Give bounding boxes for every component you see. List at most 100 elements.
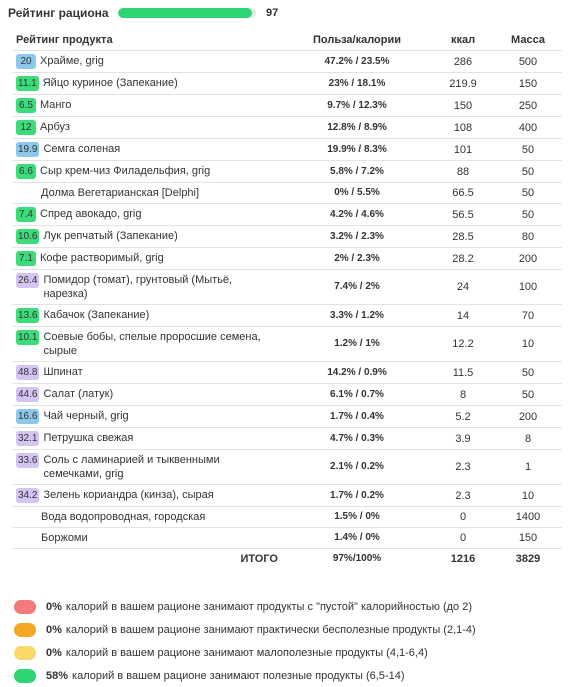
product: 33.6 Соль с ламинарией и тыквенными семеч…	[16, 453, 278, 481]
mass: 500	[494, 50, 562, 73]
table-header: Рейтинг продукта Польза/калории ккал Масса	[12, 30, 562, 51]
product-row: 10.1 Соевые бобы, спелые проросшие семена…	[12, 326, 562, 362]
product-name: Сыр крем-чиз Филадельфия, grig	[40, 165, 211, 177]
benefit-ratio: 14.2% / 0.9%	[282, 361, 432, 384]
mass: 200	[494, 247, 562, 270]
product-name: Яйцо куриное (Запекание)	[42, 77, 178, 89]
product-cell: 11.1 Яйцо куриное (Запекание)	[12, 72, 282, 95]
kcal: 88	[432, 160, 494, 183]
score-badge: 19.9	[16, 142, 40, 157]
product: Вода водопроводная, городская	[16, 510, 278, 524]
product-name: Зелень кориандра (кинза), сырая	[43, 489, 214, 501]
benefit-ratio: 2.1% / 0.2%	[282, 449, 432, 485]
product-cell: Долма Вегетарианская [Delphi]	[12, 182, 282, 204]
product-row: 16.6 Чай черный, grig 1.7% / 0.4% 5.2 200	[12, 405, 562, 428]
mass: 80	[494, 225, 562, 248]
mass: 50	[494, 182, 562, 204]
legend-item: 0% калорий в вашем рационе занимают малоп…	[14, 641, 476, 664]
kcal: 12.2	[432, 326, 494, 362]
product-cell: 20 Храйме, grig	[12, 50, 282, 73]
benefit-ratio: 3.3% / 1.2%	[282, 304, 432, 327]
product-name: Храйме, grig	[40, 55, 104, 67]
kcal: 219.9	[432, 72, 494, 95]
score-badge: 11.1	[16, 76, 39, 91]
kcal: 3.9	[432, 427, 494, 450]
kcal: 24	[432, 269, 494, 305]
score-badge: 34.2	[16, 488, 40, 503]
product-name: Вода водопроводная, городская	[41, 511, 206, 523]
score-badge: 13.6	[16, 308, 40, 323]
legend-percent: 0%	[46, 646, 62, 659]
legend-item: 0% калорий в вашем рационе занимают практ…	[14, 618, 476, 641]
kcal: 2.3	[432, 484, 494, 507]
mass: 150	[494, 72, 562, 95]
product-cell: 44.6 Салат (латук)	[12, 383, 282, 406]
product-cell: 12 Арбуз	[12, 116, 282, 139]
product: 12 Арбуз	[16, 120, 278, 135]
product: 48.8 Шпинат	[16, 365, 278, 380]
legend-item: 0% калорий в вашем рационе занимают проду…	[14, 595, 476, 618]
kcal: 101	[432, 138, 494, 161]
score-badge: 6.5	[16, 98, 36, 113]
product-cell: Боржоми	[12, 527, 282, 549]
product-cell: 6.5 Манго	[12, 94, 282, 117]
score-badge: 20	[16, 54, 36, 69]
rating-track	[118, 8, 256, 18]
product-name: Соевые бобы, спелые проросшие семена, сы…	[43, 331, 261, 357]
mass: 1	[494, 449, 562, 485]
legend-text: калорий в вашем рационе занимают полезны…	[72, 669, 405, 682]
product-cell: 32.1 Петрушка свежая	[12, 427, 282, 450]
product-cell: 10.1 Соевые бобы, спелые проросшие семена…	[12, 326, 282, 362]
score-badge: 48.8	[16, 365, 40, 380]
benefit-ratio: 1.5% / 0%	[282, 506, 432, 528]
product: 6.6 Сыр крем-чиз Филадельфия, grig	[16, 164, 278, 179]
product-row: 12 Арбуз 12.8% / 8.9% 108 400	[12, 116, 562, 139]
column-header: Масса	[494, 30, 562, 51]
legend-text: калорий в вашем рационе занимают малопол…	[65, 646, 428, 659]
product-cell: Вода водопроводная, городская	[12, 506, 282, 528]
rating-bar	[118, 8, 252, 18]
benefit-ratio: 6.1% / 0.7%	[282, 383, 432, 406]
product-cell: 16.6 Чай черный, grig	[12, 405, 282, 428]
total-label: ИТОГО	[240, 553, 278, 565]
product: 34.2 Зелень кориандра (кинза), сырая	[16, 488, 278, 503]
benefit-ratio: 1.2% / 1%	[282, 326, 432, 362]
product-name: Кофе растворимый, grig	[40, 252, 164, 264]
product-name: Боржоми	[41, 532, 88, 544]
benefit-ratio: 47.2% / 23.5%	[282, 50, 432, 73]
product: 6.5 Манго	[16, 98, 278, 113]
product-cell: 6.6 Сыр крем-чиз Филадельфия, grig	[12, 160, 282, 183]
legend-dot	[14, 622, 36, 637]
product-row: 6.6 Сыр крем-чиз Филадельфия, grig 5.8% / …	[12, 160, 562, 183]
product-row: 10.6 Лук репчатый (Запекание) 3.2% / 2.3% 2…	[12, 225, 562, 248]
legend-text: калорий в вашем рационе занимают продукт…	[65, 600, 472, 613]
product-row: Долма Вегетарианская [Delphi] 0% / 5.5% 66…	[12, 182, 562, 204]
total-mass: 3829	[515, 553, 541, 565]
mass: 10	[494, 484, 562, 507]
product-row: 26.4 Помидор (томат), грунтовый (Мытьё, н…	[12, 269, 562, 305]
legend-percent: 0%	[46, 600, 62, 613]
kcal: 5.2	[432, 405, 494, 428]
product-name: Семга соленая	[43, 143, 121, 155]
legend-dot	[14, 599, 36, 614]
score-badge: 10.1	[16, 330, 40, 345]
score-badge: 26.4	[16, 273, 40, 288]
kcal: 11.5	[432, 361, 494, 384]
benefit-ratio: 2% / 2.3%	[282, 247, 432, 270]
mass: 50	[494, 138, 562, 161]
mass: 400	[494, 116, 562, 139]
product: 26.4 Помидор (томат), грунтовый (Мытьё, н…	[16, 273, 278, 301]
benefit-ratio: 1.7% / 0.4%	[282, 405, 432, 428]
product-row: 11.1 Яйцо куриное (Запекание) 23% / 18.1% 2…	[12, 72, 562, 95]
product-cell: 26.4 Помидор (томат), грунтовый (Мытьё, н…	[12, 269, 282, 305]
products-table: Рейтинг продукта Польза/калории ккал Масса …	[12, 30, 562, 569]
product-cell: 34.2 Зелень кориандра (кинза), сырая	[12, 484, 282, 507]
product-row: 33.6 Соль с ламинарией и тыквенными семеч…	[12, 449, 562, 485]
product-row: 13.6 Кабачок (Запекание) 3.3% / 1.2% 14 70	[12, 304, 562, 327]
product-name: Лук репчатый (Запекание)	[43, 230, 178, 242]
mass: 250	[494, 94, 562, 117]
mass: 200	[494, 405, 562, 428]
mass: 50	[494, 203, 562, 226]
product-cell: 7.4 Спред авокадо, grig	[12, 203, 282, 226]
